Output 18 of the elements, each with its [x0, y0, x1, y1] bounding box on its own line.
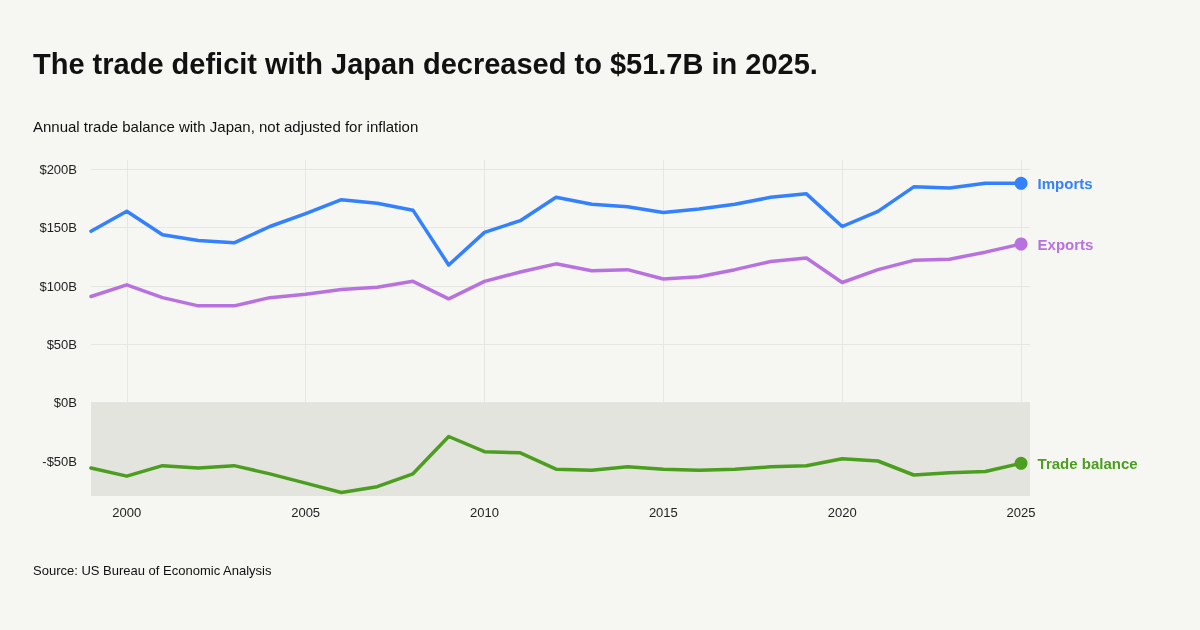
series-label: Trade balance — [1037, 454, 1138, 472]
y-tick-label: $0B — [53, 395, 77, 411]
chart-title: The trade deficit with Japan decreased to $51.7B in 2025. — [33, 48, 818, 81]
series-label: Imports — [1037, 174, 1093, 192]
x-tick-label: 2015 — [648, 505, 678, 520]
y-tick-label: $150B — [39, 220, 77, 236]
x-tick-label: 2010 — [470, 505, 499, 520]
y-tick-label: $50B — [46, 336, 77, 352]
y-tick-label: -$50B — [42, 453, 77, 469]
x-tick-label: 2005 — [291, 505, 321, 520]
x-tick-label: 2020 — [827, 505, 857, 520]
x-tick-label: 2025 — [1006, 505, 1036, 520]
chart-subtitle: Annual trade balance with Japan, not adjusted for inflation — [33, 118, 419, 135]
y-tick-label: $200B — [39, 161, 77, 177]
x-tick-label: 2000 — [112, 505, 142, 520]
source-note: Source: US Bureau of Economic Analysis — [33, 563, 272, 578]
y-tick-label: $100B — [39, 278, 77, 294]
series-label: Exports — [1037, 235, 1094, 253]
